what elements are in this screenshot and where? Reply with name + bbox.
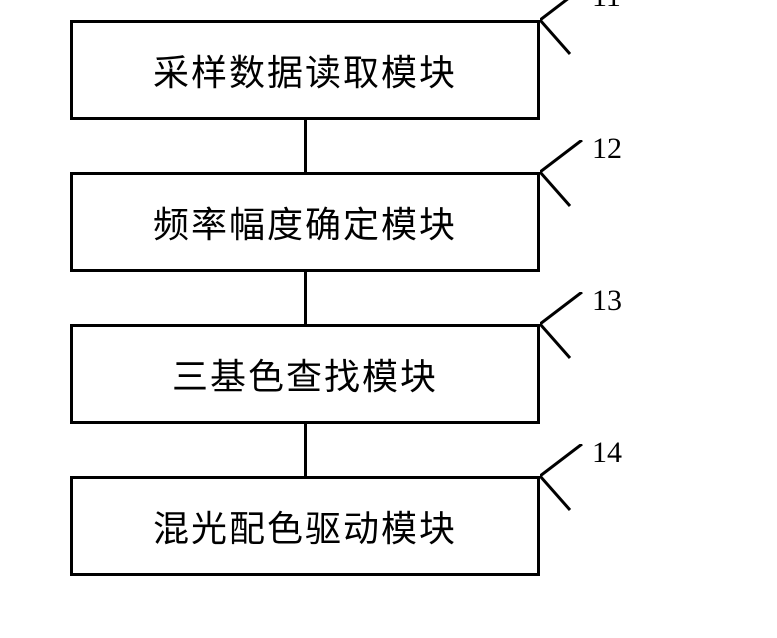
- flow-node-n3: 三基色查找模块: [70, 324, 540, 424]
- flow-node-label: 频率幅度确定模块: [153, 196, 457, 248]
- label-marker: [540, 292, 586, 362]
- flow-node-label: 三基色查找模块: [172, 348, 438, 400]
- flowchart-canvas: 采样数据读取模块 11 频率幅度确定模块 12 三基色查找模块 13 混光配色驱动模块 14: [0, 0, 777, 638]
- node-number-label: 13: [592, 284, 622, 318]
- label-marker: [540, 444, 586, 514]
- label-marker: [540, 0, 586, 58]
- label-marker: [540, 140, 586, 210]
- flow-node-label: 采样数据读取模块: [153, 44, 457, 96]
- flow-node-label: 混光配色驱动模块: [153, 500, 457, 552]
- flow-node-n1: 采样数据读取模块: [70, 20, 540, 120]
- flow-node-n2: 频率幅度确定模块: [70, 172, 540, 272]
- connector: [304, 424, 307, 476]
- connector: [304, 272, 307, 324]
- connector: [304, 120, 307, 172]
- flow-node-n4: 混光配色驱动模块: [70, 476, 540, 576]
- node-number-label: 12: [592, 132, 622, 166]
- node-number-label: 11: [592, 0, 621, 14]
- node-number-label: 14: [592, 436, 622, 470]
